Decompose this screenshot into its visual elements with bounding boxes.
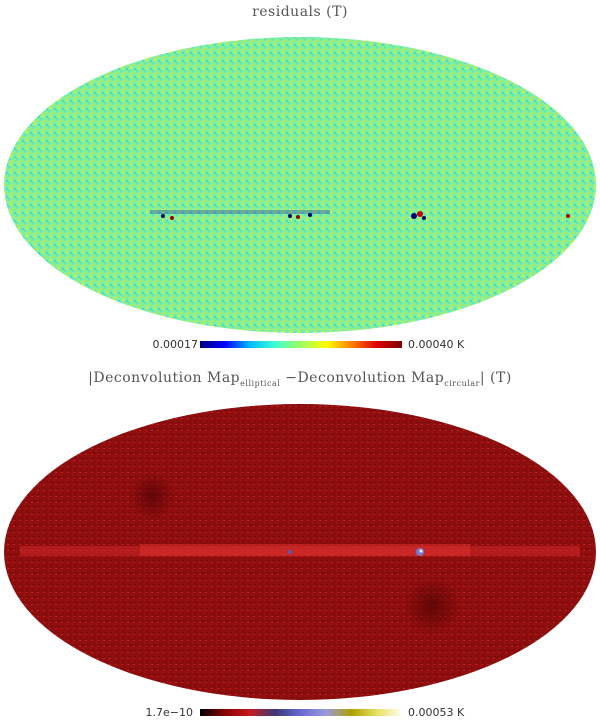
map-title-residuals: residuals (T): [252, 4, 348, 20]
colorbar-difference: 1.7e−10 0.00053 K: [0, 706, 600, 720]
colorbar-min-label: 1.7e−10: [145, 706, 193, 719]
mollweide-map-residuals: [4, 37, 596, 333]
galactic-plane-features: [150, 210, 570, 220]
colorbar-max-label: 0.00040 K: [408, 338, 465, 351]
map-title-difference: |Deconvolution Mapelliptical −Deconvolut…: [88, 370, 512, 388]
colorbar-min-label: 0.00017: [152, 338, 199, 351]
difference-features: [20, 472, 580, 634]
colorbar-gradient: [200, 341, 402, 348]
colorbar-residuals: 0.00017 0.00040 K: [0, 338, 600, 352]
mollweide-map-difference: [4, 404, 596, 700]
colorbar-gradient: [200, 709, 402, 716]
colorbar-max-label: 0.00053 K: [408, 706, 465, 719]
sky-map-fill: [4, 37, 596, 333]
